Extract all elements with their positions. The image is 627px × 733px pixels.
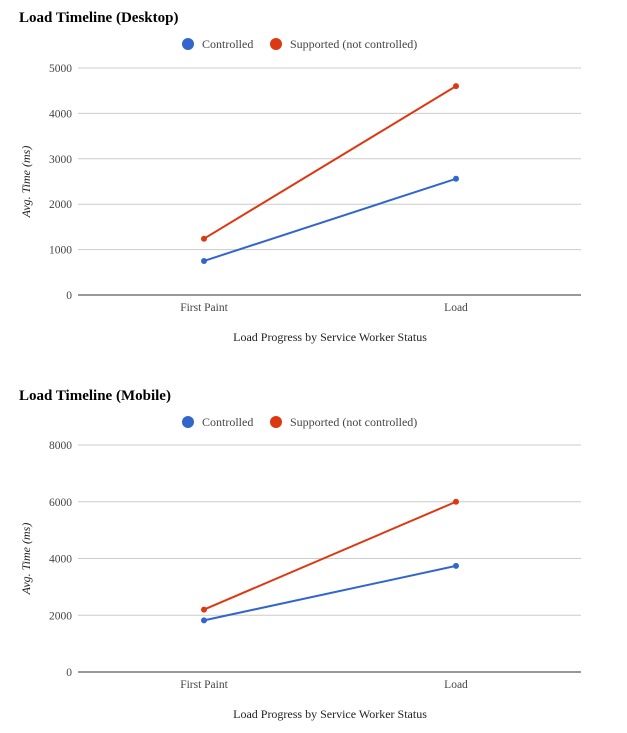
data-point-supported-first-paint: [201, 235, 207, 242]
mobile-chart: Load Timeline (Mobile) Controlled Supporte…: [0, 366, 627, 733]
y-axis-title: Avg. Time (ms): [19, 523, 33, 596]
data-point-controlled-first-paint: [201, 257, 207, 264]
desktop-chart: Load Timeline (Desktop) Controlled Support…: [0, 0, 627, 366]
legend-marker-controlled: [182, 416, 194, 428]
data-point-controlled-load: [453, 175, 459, 182]
legend-label-controlled: Controlled: [202, 37, 253, 51]
chart-title: Load Timeline (Mobile): [19, 388, 171, 404]
y-tick-label: 4000: [49, 108, 72, 120]
data-point-controlled-first-paint: [201, 617, 207, 624]
y-tick-label: 3000: [49, 154, 72, 166]
legend-label-controlled: Controlled: [202, 415, 253, 429]
data-point-supported-first-paint: [201, 606, 207, 613]
x-tick-label: First Paint: [180, 679, 228, 691]
mobile-chart-svg: Load Timeline (Mobile) Controlled Supporte…: [19, 388, 581, 721]
y-axis-title: Avg. Time (ms): [19, 146, 33, 219]
y-tick-label: 1000: [49, 245, 72, 257]
series-line-supported: [203, 500, 457, 611]
legend-marker-supported: [270, 38, 282, 50]
y-tick-label: 0: [66, 290, 72, 302]
legend-marker-controlled: [182, 38, 194, 50]
y-tick-label: 0: [66, 667, 72, 679]
data-point-supported-load: [453, 498, 459, 505]
y-tick-label: 6000: [49, 497, 72, 509]
data-point-supported-load: [453, 83, 459, 90]
desktop-chart-svg: Load Timeline (Desktop) Controlled Support…: [19, 10, 581, 344]
series-line-supported: [203, 85, 457, 240]
y-tick-label: 2000: [49, 199, 72, 211]
legend-label-supported: Supported (not controlled): [290, 415, 417, 429]
series-line-controlled: [203, 177, 457, 262]
y-tick-label: 4000: [49, 554, 72, 566]
x-axis-title: Load Progress by Service Worker Status: [233, 330, 427, 344]
legend-marker-supported: [270, 416, 282, 428]
data-point-controlled-load: [453, 562, 459, 569]
y-tick-label: 8000: [49, 440, 72, 452]
legend-label-supported: Supported (not controlled): [290, 37, 417, 51]
x-tick-label: Load: [444, 302, 468, 314]
series-line-controlled: [203, 564, 457, 622]
y-tick-label: 2000: [49, 610, 72, 622]
x-tick-label: Load: [444, 679, 468, 691]
y-tick-label: 5000: [49, 63, 72, 75]
x-axis-title: Load Progress by Service Worker Status: [233, 707, 427, 721]
chart-title: Load Timeline (Desktop): [19, 10, 178, 26]
x-tick-label: First Paint: [180, 302, 228, 314]
